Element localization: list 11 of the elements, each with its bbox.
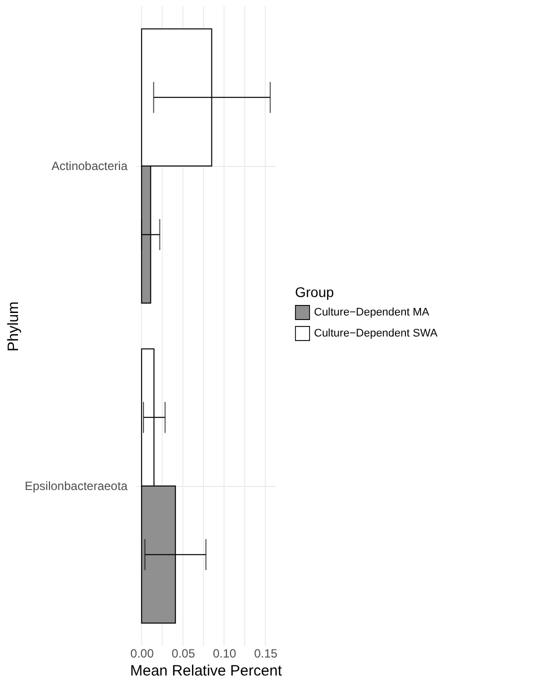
x-tick-label: 0.05 [172,646,196,660]
x-axis-title: Mean Relative Percent [130,662,283,680]
legend-label: Culture−Dependent MA [314,306,430,318]
legend-title: Group [295,284,334,300]
x-tick-label: 0.10 [212,646,237,660]
y-tick-label: Epsilonbacteraeota [24,479,128,493]
y-axis-title: Phylum [4,301,22,352]
x-tick-label: 0.00 [130,646,154,660]
legend-label: Culture−Dependent SWA [314,328,438,340]
y-tick-label: Actinobacteria [51,159,128,173]
x-tick-label: 0.15 [254,646,278,660]
